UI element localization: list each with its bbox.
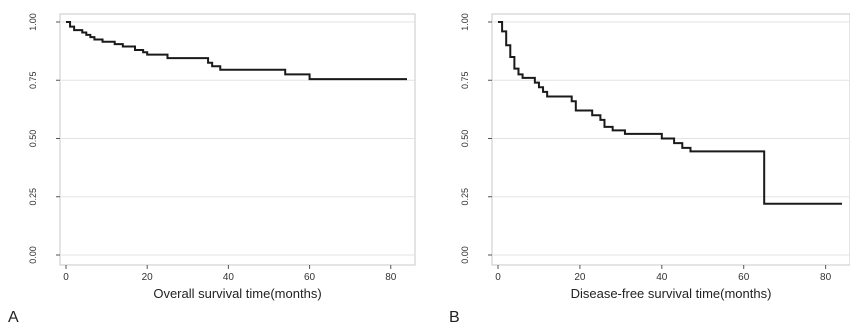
x-tick-label: 20 [574,272,586,283]
survival-curve [66,21,407,81]
plot-area [59,13,416,266]
panel-a: 0.00 0.25 0.50 0.75 1.00 0 20 40 60 80 Overall sur… [8,13,416,326]
panel-b: 0.00 0.25 0.50 0.75 1.00 0 20 40 60 80 Disease-fre… [449,13,850,326]
x-tick-label: 0 [495,272,501,283]
y-tick-label: 1.00 [460,13,470,31]
x-tick-label: 20 [142,272,154,283]
x-tick-label: 40 [656,272,668,283]
survival-curve [498,21,842,205]
y-tick-label: 0.00 [460,246,470,264]
x-axis-title: Overall survival time(months) [153,286,321,301]
x-tick-label: 80 [820,272,832,283]
x-tick-label: 40 [223,272,235,283]
y-tick-label: 0.75 [460,71,470,89]
y-tick-label: 0.50 [28,130,38,148]
x-axis-title: Disease-free survival time(months) [571,286,772,301]
panel-label: A [8,309,19,326]
y-tick-label: 0.25 [28,188,38,206]
x-tick-label: 0 [63,272,69,283]
y-tick-label: 1.00 [28,13,38,31]
x-tick-label: 80 [385,272,397,283]
y-tick-label: 0.25 [460,188,470,206]
panel-label: B [449,309,460,326]
x-tick-label: 60 [738,272,750,283]
y-tick-label: 0.75 [28,71,38,89]
x-tick-label: 60 [304,272,316,283]
y-tick-label: 0.50 [460,130,470,148]
y-tick-label: 0.00 [28,246,38,264]
